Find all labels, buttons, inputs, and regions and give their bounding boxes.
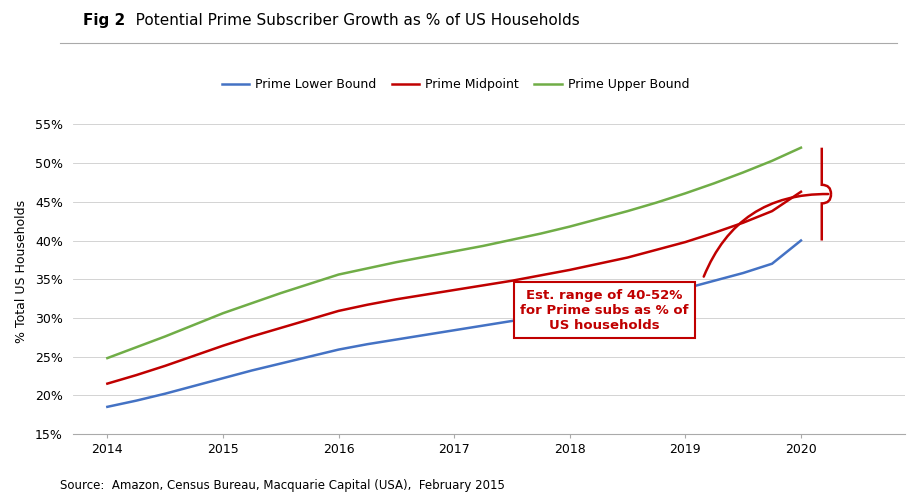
Prime Upper Bound bbox=[679, 190, 690, 196]
Prime Upper Bound bbox=[708, 180, 719, 186]
Prime Midpoint bbox=[535, 273, 546, 279]
Prime Midpoint bbox=[391, 296, 402, 302]
Text: Potential Prime Subscriber Growth as % of US Households: Potential Prime Subscriber Growth as % o… bbox=[121, 13, 580, 28]
Prime Upper Bound bbox=[188, 322, 199, 328]
Prime Midpoint bbox=[275, 325, 286, 331]
Line: Prime Lower Bound: Prime Lower Bound bbox=[108, 240, 800, 407]
Line: Prime Upper Bound: Prime Upper Bound bbox=[108, 148, 800, 358]
Prime Midpoint bbox=[563, 267, 574, 273]
Prime Lower Bound bbox=[737, 270, 748, 276]
Legend: Prime Lower Bound, Prime Midpoint, Prime Upper Bound: Prime Lower Bound, Prime Midpoint, Prime… bbox=[217, 73, 694, 96]
Prime Midpoint bbox=[795, 189, 806, 195]
Prime Upper Bound bbox=[102, 355, 113, 361]
Prime Upper Bound bbox=[737, 169, 748, 175]
Prime Lower Bound bbox=[130, 398, 142, 404]
Prime Lower Bound bbox=[679, 286, 690, 292]
Prime Upper Bound bbox=[563, 223, 574, 229]
Prime Upper Bound bbox=[160, 334, 171, 340]
Prime Upper Bound bbox=[651, 199, 662, 205]
Prime Midpoint bbox=[621, 255, 632, 261]
Prime Upper Bound bbox=[419, 254, 430, 260]
Prime Midpoint bbox=[737, 220, 748, 226]
Prime Midpoint bbox=[593, 261, 604, 267]
Prime Lower Bound bbox=[217, 375, 228, 381]
Prime Midpoint bbox=[160, 363, 171, 369]
Prime Upper Bound bbox=[477, 243, 488, 249]
Prime Lower Bound bbox=[766, 261, 777, 267]
Prime Lower Bound bbox=[593, 303, 604, 309]
Prime Midpoint bbox=[708, 230, 719, 236]
Text: Est. range of 40-52%
for Prime subs as % of
US households: Est. range of 40-52% for Prime subs as %… bbox=[519, 289, 688, 332]
Prime Lower Bound bbox=[448, 327, 460, 333]
Prime Lower Bound bbox=[188, 383, 199, 389]
Prime Midpoint bbox=[766, 208, 777, 214]
Prime Upper Bound bbox=[593, 216, 604, 222]
Prime Upper Bound bbox=[535, 230, 546, 236]
Prime Midpoint bbox=[651, 247, 662, 253]
Prime Lower Bound bbox=[621, 298, 632, 304]
Prime Lower Bound bbox=[102, 404, 113, 410]
Prime Lower Bound bbox=[391, 337, 402, 343]
Prime Midpoint bbox=[333, 308, 344, 314]
Prime Midpoint bbox=[477, 283, 488, 289]
Prime Lower Bound bbox=[651, 292, 662, 298]
Prime Upper Bound bbox=[766, 158, 777, 164]
Prime Upper Bound bbox=[304, 281, 315, 287]
Prime Lower Bound bbox=[505, 318, 516, 324]
Prime Midpoint bbox=[217, 343, 228, 349]
Prime Lower Bound bbox=[333, 347, 344, 353]
Prime Midpoint bbox=[419, 292, 430, 298]
Prime Lower Bound bbox=[477, 323, 488, 329]
Prime Midpoint bbox=[361, 302, 372, 308]
Prime Upper Bound bbox=[130, 344, 142, 350]
Prime Midpoint bbox=[304, 317, 315, 323]
Prime Upper Bound bbox=[275, 290, 286, 296]
Text: Source:  Amazon, Census Bureau, Macquarie Capital (USA),  February 2015: Source: Amazon, Census Bureau, Macquarie… bbox=[60, 479, 505, 492]
Prime Lower Bound bbox=[160, 391, 171, 397]
Prime Midpoint bbox=[505, 278, 516, 284]
Y-axis label: % Total US Households: % Total US Households bbox=[15, 200, 28, 343]
Prime Upper Bound bbox=[217, 310, 228, 316]
Text: Fig 2: Fig 2 bbox=[83, 13, 125, 28]
Prime Midpoint bbox=[188, 353, 199, 359]
Prime Upper Bound bbox=[621, 208, 632, 214]
Prime Midpoint bbox=[102, 381, 113, 387]
Prime Lower Bound bbox=[795, 237, 806, 243]
Prime Upper Bound bbox=[391, 259, 402, 265]
Prime Lower Bound bbox=[535, 313, 546, 319]
Line: Prime Midpoint: Prime Midpoint bbox=[108, 192, 800, 384]
Prime Lower Bound bbox=[275, 361, 286, 367]
Prime Lower Bound bbox=[361, 341, 372, 347]
Prime Upper Bound bbox=[246, 300, 257, 306]
Prime Lower Bound bbox=[708, 278, 719, 284]
Prime Lower Bound bbox=[419, 332, 430, 338]
Prime Midpoint bbox=[246, 334, 257, 340]
Prime Midpoint bbox=[130, 372, 142, 378]
Prime Upper Bound bbox=[361, 266, 372, 272]
Prime Midpoint bbox=[448, 287, 460, 293]
Prime Upper Bound bbox=[795, 145, 806, 151]
Prime Upper Bound bbox=[333, 272, 344, 278]
Prime Lower Bound bbox=[304, 354, 315, 360]
Prime Lower Bound bbox=[563, 309, 574, 315]
Prime Lower Bound bbox=[246, 367, 257, 373]
Prime Midpoint bbox=[679, 239, 690, 245]
Prime Upper Bound bbox=[448, 248, 460, 255]
Prime Upper Bound bbox=[505, 237, 516, 243]
